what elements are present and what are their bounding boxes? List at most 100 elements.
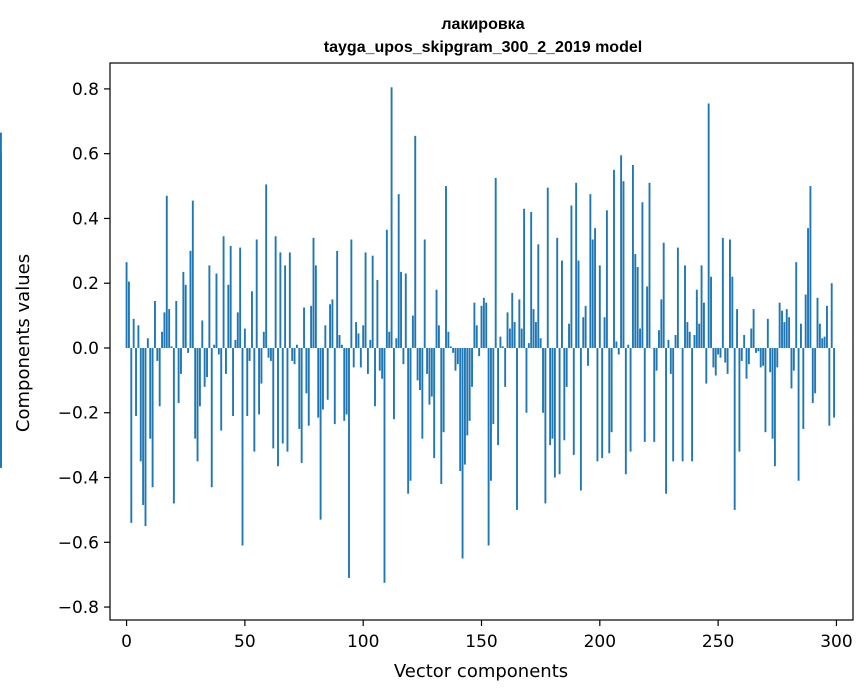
bar	[736, 309, 738, 348]
bar	[603, 317, 606, 348]
y-tick-label: −0.4	[58, 469, 99, 489]
bar	[811, 347, 814, 404]
bar	[374, 347, 376, 407]
bar	[601, 347, 604, 459]
bar	[558, 347, 561, 475]
bar	[416, 347, 419, 381]
bar	[823, 336, 826, 348]
bar	[198, 347, 201, 407]
chart-subtitle: tayga_upos_skipgram_300_2_2019 model	[324, 39, 642, 56]
x-tick-label: 200	[584, 632, 616, 652]
bar	[442, 347, 445, 433]
bar	[613, 169, 615, 348]
bar	[326, 347, 329, 400]
bar	[622, 181, 625, 348]
bar	[317, 347, 320, 418]
bar	[501, 346, 504, 348]
bar	[719, 347, 722, 358]
bar	[452, 347, 455, 353]
bar	[449, 346, 452, 348]
bar	[139, 347, 142, 462]
bar	[168, 309, 171, 348]
bar	[762, 347, 765, 366]
bar	[542, 347, 544, 413]
bar	[154, 301, 156, 348]
bar	[712, 347, 715, 368]
bar	[792, 347, 795, 371]
bar	[125, 262, 128, 348]
bar	[151, 347, 154, 488]
bar	[478, 347, 481, 357]
bar	[729, 239, 731, 348]
bar	[698, 323, 701, 348]
bar	[208, 265, 211, 348]
bar	[466, 347, 469, 436]
bar	[253, 347, 256, 452]
bar	[506, 312, 509, 348]
bar	[175, 301, 178, 348]
bar	[362, 325, 365, 348]
bar	[336, 250, 339, 348]
bar	[350, 239, 353, 348]
bar	[428, 347, 431, 405]
bar	[660, 299, 663, 348]
bar	[385, 229, 388, 348]
bar	[421, 347, 424, 439]
bar	[426, 347, 429, 374]
bar	[826, 305, 828, 348]
bar	[568, 323, 570, 348]
bar	[170, 346, 173, 348]
bar	[352, 347, 355, 368]
bar	[605, 210, 608, 348]
bar	[598, 265, 601, 348]
bars-group	[0, 87, 836, 583]
bar	[693, 335, 696, 348]
bar	[194, 347, 197, 439]
bar	[497, 347, 500, 446]
bar	[572, 347, 575, 455]
bar	[752, 309, 755, 348]
bar	[582, 317, 585, 348]
bar	[165, 195, 168, 348]
bar	[818, 323, 821, 348]
bar	[561, 260, 563, 348]
bar	[745, 347, 748, 379]
bar	[144, 347, 147, 527]
bar	[520, 328, 523, 348]
bar	[658, 330, 660, 348]
bar	[146, 338, 149, 348]
bar	[688, 331, 691, 348]
bar	[279, 252, 282, 348]
bar	[563, 347, 566, 441]
bar	[631, 165, 634, 348]
bar	[225, 347, 227, 374]
bar	[312, 237, 315, 348]
bar	[149, 347, 152, 439]
bar	[217, 347, 220, 355]
bar	[414, 135, 417, 348]
bar	[828, 347, 831, 426]
bar	[821, 338, 824, 348]
bar	[0, 153, 2, 348]
bar	[355, 322, 358, 348]
bar	[180, 347, 182, 374]
bar	[430, 347, 433, 397]
bar	[267, 347, 270, 358]
bar	[596, 347, 599, 462]
bar	[556, 237, 559, 348]
bar	[570, 205, 573, 348]
bar	[333, 347, 336, 425]
bar	[577, 260, 580, 348]
bar	[437, 325, 440, 348]
bar	[833, 347, 836, 418]
bar	[300, 347, 303, 463]
bar	[534, 322, 537, 348]
bar	[665, 347, 668, 494]
bar	[814, 347, 817, 394]
bar	[274, 236, 277, 348]
bar	[662, 242, 665, 348]
bar	[525, 347, 528, 413]
bar	[684, 265, 686, 348]
bar	[482, 297, 485, 348]
bar	[537, 244, 540, 348]
